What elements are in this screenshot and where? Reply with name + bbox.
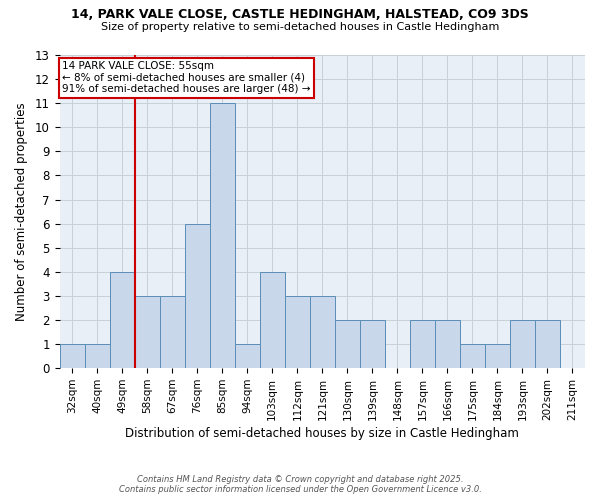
Text: 14, PARK VALE CLOSE, CASTLE HEDINGHAM, HALSTEAD, CO9 3DS: 14, PARK VALE CLOSE, CASTLE HEDINGHAM, H… bbox=[71, 8, 529, 20]
Bar bbox=[335, 320, 360, 368]
Bar bbox=[85, 344, 110, 368]
Bar bbox=[185, 224, 210, 368]
Text: Contains HM Land Registry data © Crown copyright and database right 2025.
Contai: Contains HM Land Registry data © Crown c… bbox=[119, 474, 481, 494]
Text: Size of property relative to semi-detached houses in Castle Hedingham: Size of property relative to semi-detach… bbox=[101, 22, 499, 32]
Y-axis label: Number of semi-detached properties: Number of semi-detached properties bbox=[15, 102, 28, 321]
Bar bbox=[535, 320, 560, 368]
Bar bbox=[460, 344, 485, 368]
Bar bbox=[510, 320, 535, 368]
Bar bbox=[360, 320, 385, 368]
Bar bbox=[310, 296, 335, 368]
Bar bbox=[285, 296, 310, 368]
Bar bbox=[135, 296, 160, 368]
Bar bbox=[260, 272, 285, 368]
Bar bbox=[210, 103, 235, 368]
Bar bbox=[160, 296, 185, 368]
Bar bbox=[59, 344, 85, 368]
Bar bbox=[435, 320, 460, 368]
X-axis label: Distribution of semi-detached houses by size in Castle Hedingham: Distribution of semi-detached houses by … bbox=[125, 427, 519, 440]
Bar bbox=[485, 344, 510, 368]
Bar bbox=[110, 272, 135, 368]
Bar bbox=[235, 344, 260, 368]
Text: 14 PARK VALE CLOSE: 55sqm
← 8% of semi-detached houses are smaller (4)
91% of se: 14 PARK VALE CLOSE: 55sqm ← 8% of semi-d… bbox=[62, 62, 311, 94]
Bar bbox=[410, 320, 435, 368]
